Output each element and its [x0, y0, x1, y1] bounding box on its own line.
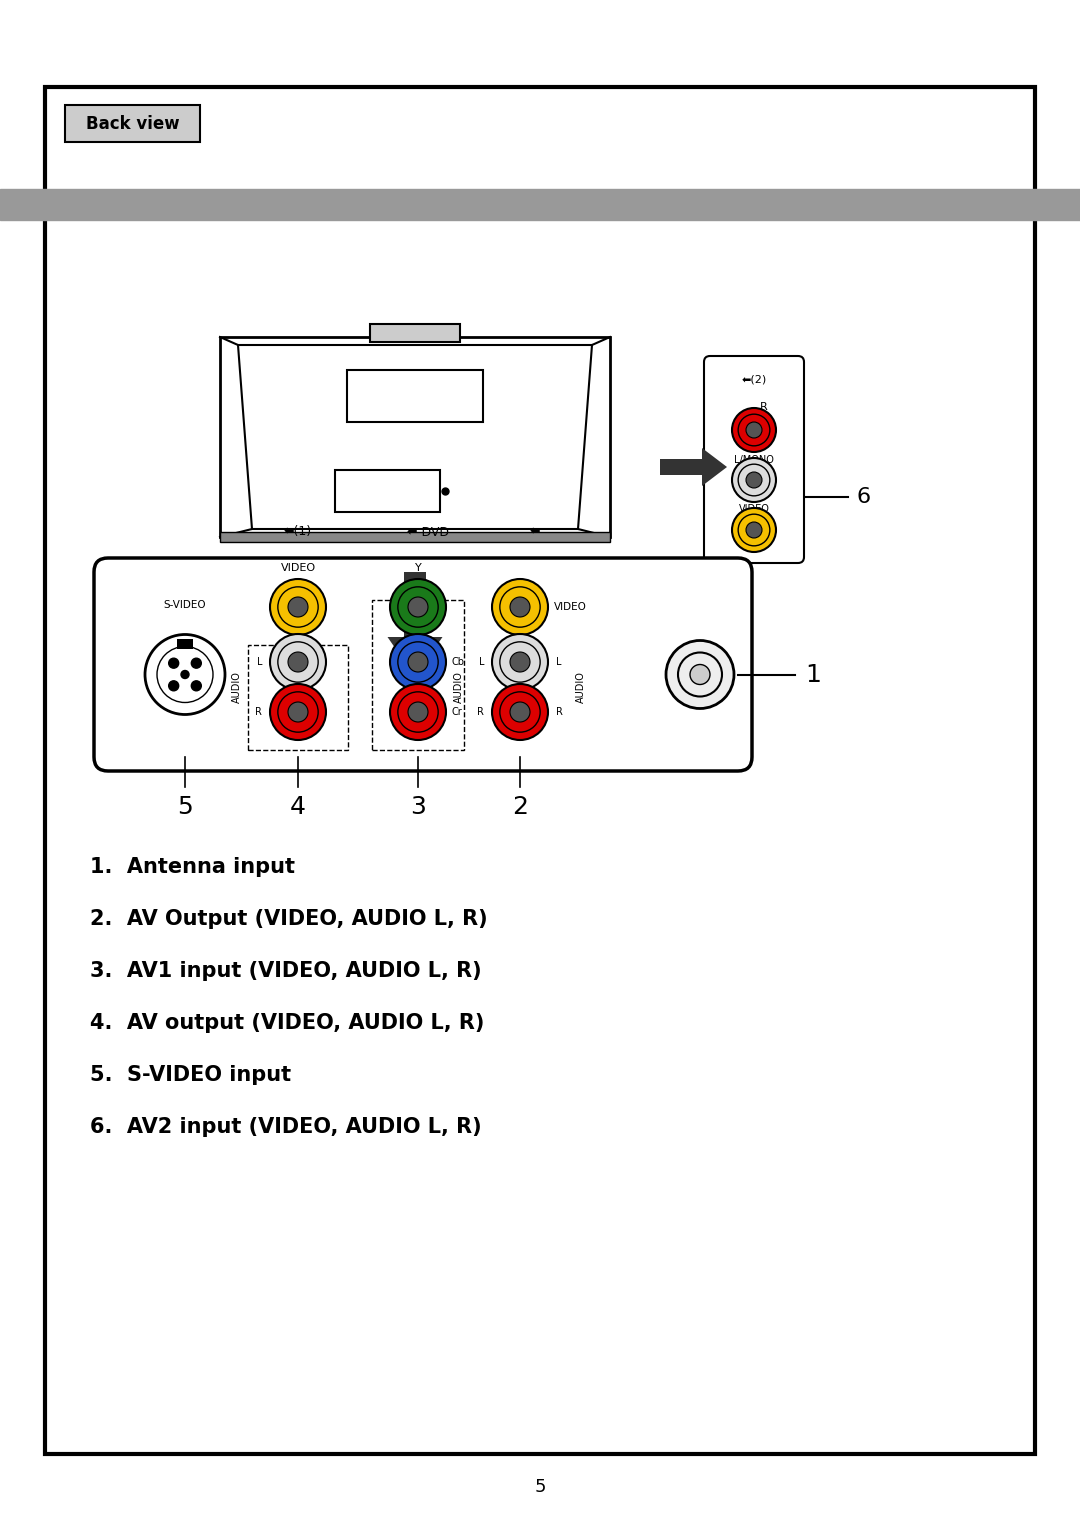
Circle shape [168, 658, 178, 669]
FancyBboxPatch shape [704, 356, 804, 563]
Circle shape [270, 634, 326, 690]
Text: 4.  AV output (VIDEO, AUDIO L, R): 4. AV output (VIDEO, AUDIO L, R) [91, 1012, 485, 1032]
Text: 6.  AV2 input (VIDEO, AUDIO L, R): 6. AV2 input (VIDEO, AUDIO L, R) [91, 1116, 482, 1138]
Text: AUDIO: AUDIO [232, 670, 242, 702]
Circle shape [157, 646, 213, 702]
Bar [177, 638, 193, 649]
Circle shape [390, 579, 446, 635]
Text: ⬅(1): ⬅(1) [284, 525, 312, 539]
Text: R: R [255, 707, 262, 718]
Text: L: L [556, 657, 562, 667]
Text: R: R [556, 707, 563, 718]
FancyArrow shape [388, 573, 443, 676]
Circle shape [270, 684, 326, 741]
Text: 3.  AV1 input (VIDEO, AUDIO L, R): 3. AV1 input (VIDEO, AUDIO L, R) [91, 960, 482, 980]
Bar [248, 644, 348, 750]
Circle shape [492, 684, 548, 741]
Circle shape [746, 421, 762, 438]
Bar [372, 600, 464, 750]
Text: Y: Y [415, 563, 421, 573]
Circle shape [510, 652, 530, 672]
Text: ⬅: ⬅ [530, 525, 540, 539]
Circle shape [510, 597, 530, 617]
Circle shape [690, 664, 710, 684]
Text: 1: 1 [805, 663, 821, 687]
Bar [347, 370, 483, 421]
Text: 5: 5 [535, 1478, 545, 1496]
Circle shape [408, 652, 428, 672]
Circle shape [678, 652, 723, 696]
Circle shape [408, 597, 428, 617]
Circle shape [492, 634, 548, 690]
Text: VIDEO: VIDEO [281, 563, 315, 573]
FancyBboxPatch shape [94, 557, 752, 771]
Circle shape [181, 670, 189, 678]
Text: R: R [760, 402, 768, 412]
Text: ⬅ DVD: ⬅ DVD [407, 525, 449, 539]
Text: L: L [478, 657, 484, 667]
Text: 5.  S-VIDEO input: 5. S-VIDEO input [91, 1064, 292, 1086]
Text: 2: 2 [512, 796, 528, 818]
FancyArrow shape [660, 447, 727, 486]
Text: ⬅(2): ⬅(2) [741, 376, 767, 385]
Bar [370, 324, 460, 342]
Bar [45, 87, 1035, 1454]
Circle shape [168, 681, 178, 690]
Text: 6: 6 [856, 487, 870, 507]
Circle shape [390, 684, 446, 741]
Text: 4: 4 [291, 796, 306, 818]
Circle shape [492, 579, 548, 635]
Text: L: L [257, 657, 262, 667]
Bar [335, 470, 440, 512]
Circle shape [191, 681, 201, 690]
Circle shape [732, 458, 777, 502]
Circle shape [732, 508, 777, 551]
Text: 5: 5 [177, 796, 193, 818]
Bar [0, 189, 1080, 220]
Text: VIDEO: VIDEO [554, 602, 586, 612]
Circle shape [288, 652, 308, 672]
Text: Cb: Cb [453, 657, 465, 667]
Circle shape [288, 702, 308, 722]
Circle shape [666, 640, 734, 709]
Text: VIDEO: VIDEO [739, 504, 769, 515]
Circle shape [145, 635, 225, 715]
Bar [66, 105, 201, 142]
Circle shape [288, 597, 308, 617]
Text: AUDIO: AUDIO [576, 670, 586, 702]
Text: 1.  Antenna input: 1. Antenna input [91, 857, 295, 876]
Text: R: R [477, 707, 484, 718]
Circle shape [408, 702, 428, 722]
Circle shape [390, 634, 446, 690]
Text: AUDIO: AUDIO [454, 670, 464, 702]
Text: Back view: Back view [86, 115, 179, 133]
Circle shape [510, 702, 530, 722]
Circle shape [732, 408, 777, 452]
Circle shape [191, 658, 201, 669]
Circle shape [746, 522, 762, 538]
Text: 3: 3 [410, 796, 426, 818]
Text: L/MONO: L/MONO [734, 455, 774, 466]
Text: Cr: Cr [453, 707, 462, 718]
Bar [220, 531, 610, 542]
Text: 2.  AV Output (VIDEO, AUDIO L, R): 2. AV Output (VIDEO, AUDIO L, R) [91, 909, 488, 928]
Circle shape [270, 579, 326, 635]
Text: S-VIDEO: S-VIDEO [164, 600, 206, 609]
Circle shape [746, 472, 762, 489]
